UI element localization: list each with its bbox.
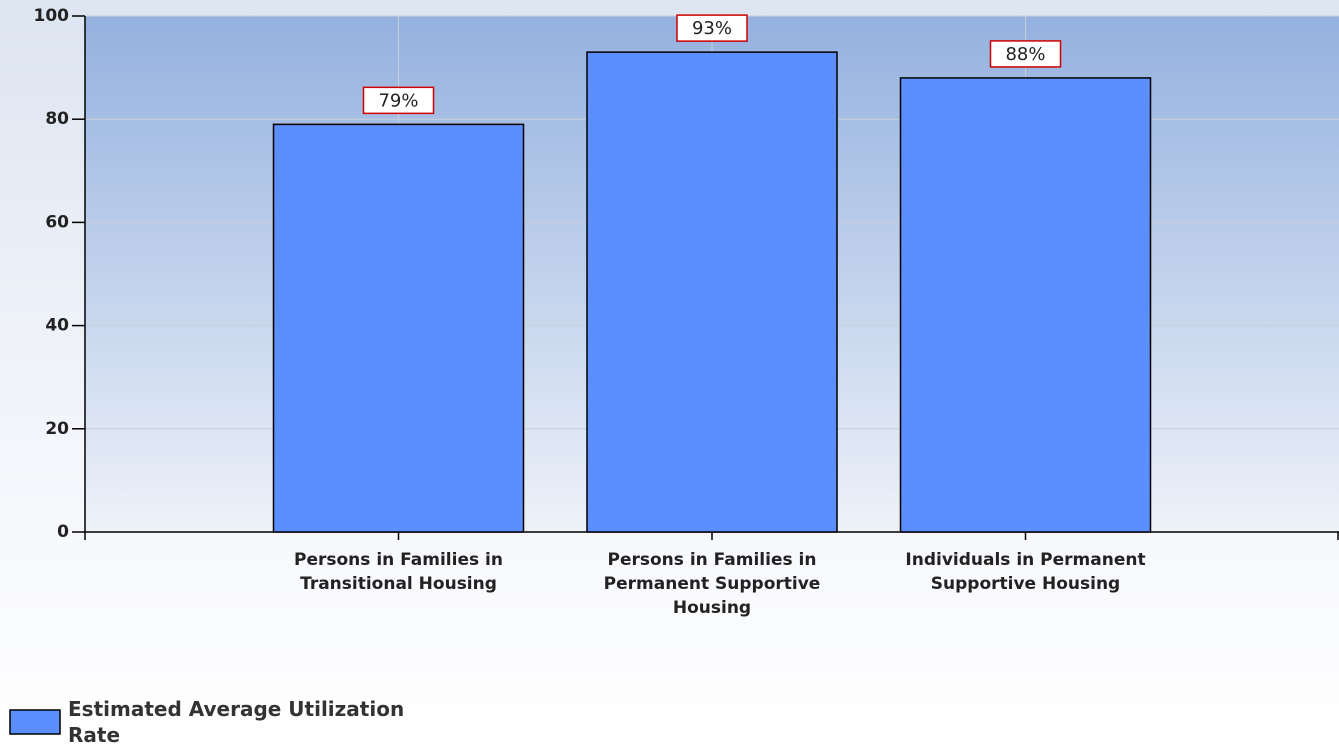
value-label: 88% bbox=[1005, 44, 1045, 65]
legend-label: Estimated Average Utilization Rate bbox=[68, 697, 405, 747]
bar bbox=[272, 123, 525, 533]
bar bbox=[899, 77, 1152, 533]
bar bbox=[586, 51, 838, 533]
value-label: 79% bbox=[378, 90, 418, 111]
value-label-box bbox=[362, 86, 435, 115]
x-tick-label: Individuals in Permanent Supportive Hous… bbox=[905, 550, 1146, 594]
y-tick-label: 20 bbox=[45, 419, 69, 439]
legend-swatch bbox=[9, 709, 61, 735]
value-label-box bbox=[676, 14, 748, 42]
y-tick-label: 100 bbox=[34, 6, 70, 26]
y-tick-label: 80 bbox=[45, 109, 69, 129]
y-tick-label: 40 bbox=[45, 316, 69, 336]
value-label: 93% bbox=[692, 18, 732, 39]
y-tick-label: 0 bbox=[57, 522, 69, 542]
y-tick-label: 60 bbox=[45, 212, 69, 232]
x-tick-label: Persons in Families in Permanent Support… bbox=[603, 550, 821, 618]
value-label-box bbox=[989, 40, 1062, 68]
x-tick-label: Persons in Families in Transitional Hous… bbox=[294, 550, 503, 594]
